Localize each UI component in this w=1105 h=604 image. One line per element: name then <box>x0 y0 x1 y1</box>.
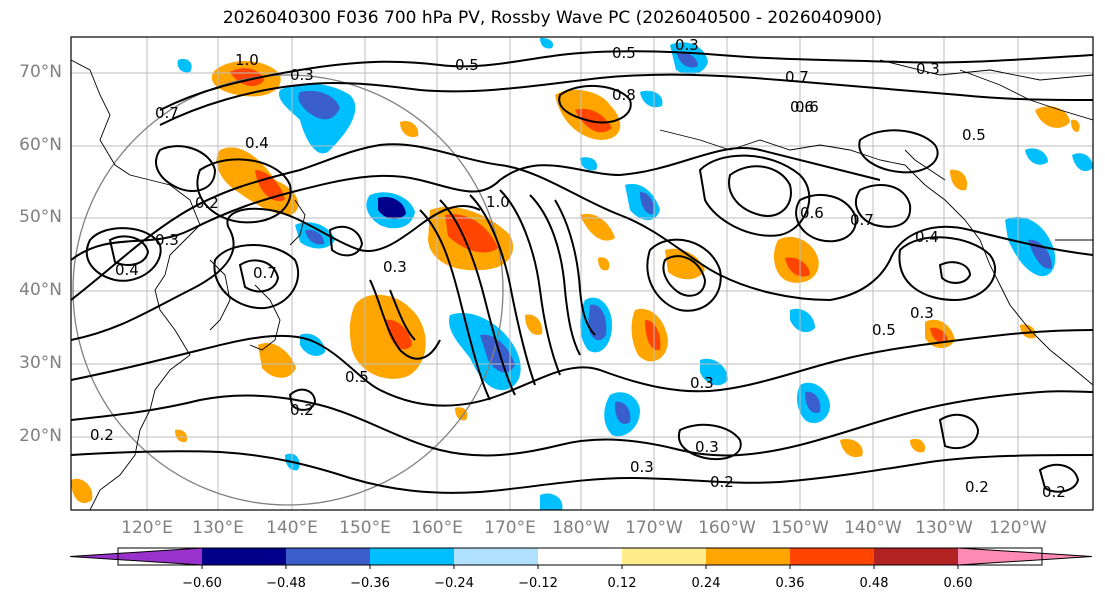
contour-label: 0.3 <box>690 374 714 392</box>
lon-label: 120°W <box>989 518 1047 538</box>
lon-label: 170°E <box>484 518 536 538</box>
contour-label: 0.7 <box>850 211 874 229</box>
contour-label: 0.2 <box>1042 483 1066 501</box>
contour-label: 0.3 <box>383 258 407 276</box>
contour-labels: 0.3 0.5 0.7 1.0 0.8 0.6 0.4 0.2 0.3 0.5 … <box>90 36 1066 501</box>
contour-label: 0.5 <box>345 368 369 386</box>
lon-label: 150°E <box>339 518 391 538</box>
negative-anomaly-patches <box>177 37 1093 510</box>
colorbar-tick-label: 0.24 <box>691 576 721 591</box>
colorbar-tick-label: 0.36 <box>775 576 805 591</box>
contour-label: 0.2 <box>710 473 734 491</box>
contour-label: 0.7 <box>155 104 179 122</box>
colorbar-tick-label: −0.36 <box>350 576 390 591</box>
colorbar-tick-label: −0.60 <box>182 576 222 591</box>
chart-title: 2026040300 F036 700 hPa PV, Rossby Wave … <box>222 8 883 28</box>
contour-label: 0.5 <box>872 321 896 339</box>
colorbar-tick-label: −0.12 <box>518 576 558 591</box>
contour-label: 1.0 <box>235 51 259 69</box>
coastlines <box>71 59 1093 510</box>
lon-label: 160°W <box>698 518 756 538</box>
contour-label: 0.5 <box>962 126 986 144</box>
contour-label: 0.2 <box>90 426 114 444</box>
contour-label: 0.3 <box>695 438 719 456</box>
lon-label: 120°E <box>121 518 173 538</box>
map-frame <box>70 36 1094 511</box>
pv-contours <box>71 50 1093 494</box>
contour-label: 0.3 <box>916 60 940 78</box>
contour-label: 1.0 <box>486 193 510 211</box>
contour-label: 0.7 <box>253 264 277 282</box>
colorbar-tick-label: 0.48 <box>859 576 889 591</box>
colorbar-tick-label: 0.12 <box>607 576 637 591</box>
lat-label: 40°N <box>19 280 62 300</box>
contour-label: 0.6 <box>795 98 819 116</box>
contour-label: 0.4 <box>915 228 939 246</box>
contour-label: 0.4 <box>245 134 269 152</box>
contour-label: 0.7 <box>785 68 809 86</box>
lat-label: 30°N <box>19 353 62 373</box>
lon-label: 140°E <box>266 518 318 538</box>
colorbar-tick-label: 0.60 <box>943 576 973 591</box>
contour-label: 0.3 <box>155 231 179 249</box>
lon-label: 180°W <box>552 518 610 538</box>
lat-label: 60°N <box>19 135 62 155</box>
contour-label: 0.3 <box>630 458 654 476</box>
lat-label: 70°N <box>19 62 62 82</box>
lon-label: 150°W <box>771 518 829 538</box>
lat-label: 50°N <box>19 207 62 227</box>
contour-label: 0.5 <box>612 44 636 62</box>
lon-label: 130°W <box>915 518 973 538</box>
contour-label: 0.3 <box>910 304 934 322</box>
lon-label: 170°W <box>625 518 683 538</box>
contour-label: 0.4 <box>115 261 139 279</box>
contour-label: 0.6 <box>800 204 824 222</box>
contour-label: 0.3 <box>290 66 314 84</box>
contour-label: 0.8 <box>612 86 636 104</box>
contour-label: 0.5 <box>455 56 479 74</box>
contour-label: 0.6 <box>790 98 814 116</box>
lat-label: 20°N <box>19 426 62 446</box>
contour-label: 0.2 <box>290 401 314 419</box>
lon-label: 160°E <box>411 518 463 538</box>
radius-circle <box>72 74 504 506</box>
lon-label: 130°E <box>192 518 244 538</box>
contour-label: 0.3 <box>675 36 699 54</box>
contour-label: 0.2 <box>965 478 989 496</box>
lon-label: 140°W <box>844 518 902 538</box>
colorbar-tick-label: −0.48 <box>266 576 306 591</box>
colorbar-tick-label: −0.24 <box>434 576 474 591</box>
contour-label: 0.2 <box>195 194 219 212</box>
